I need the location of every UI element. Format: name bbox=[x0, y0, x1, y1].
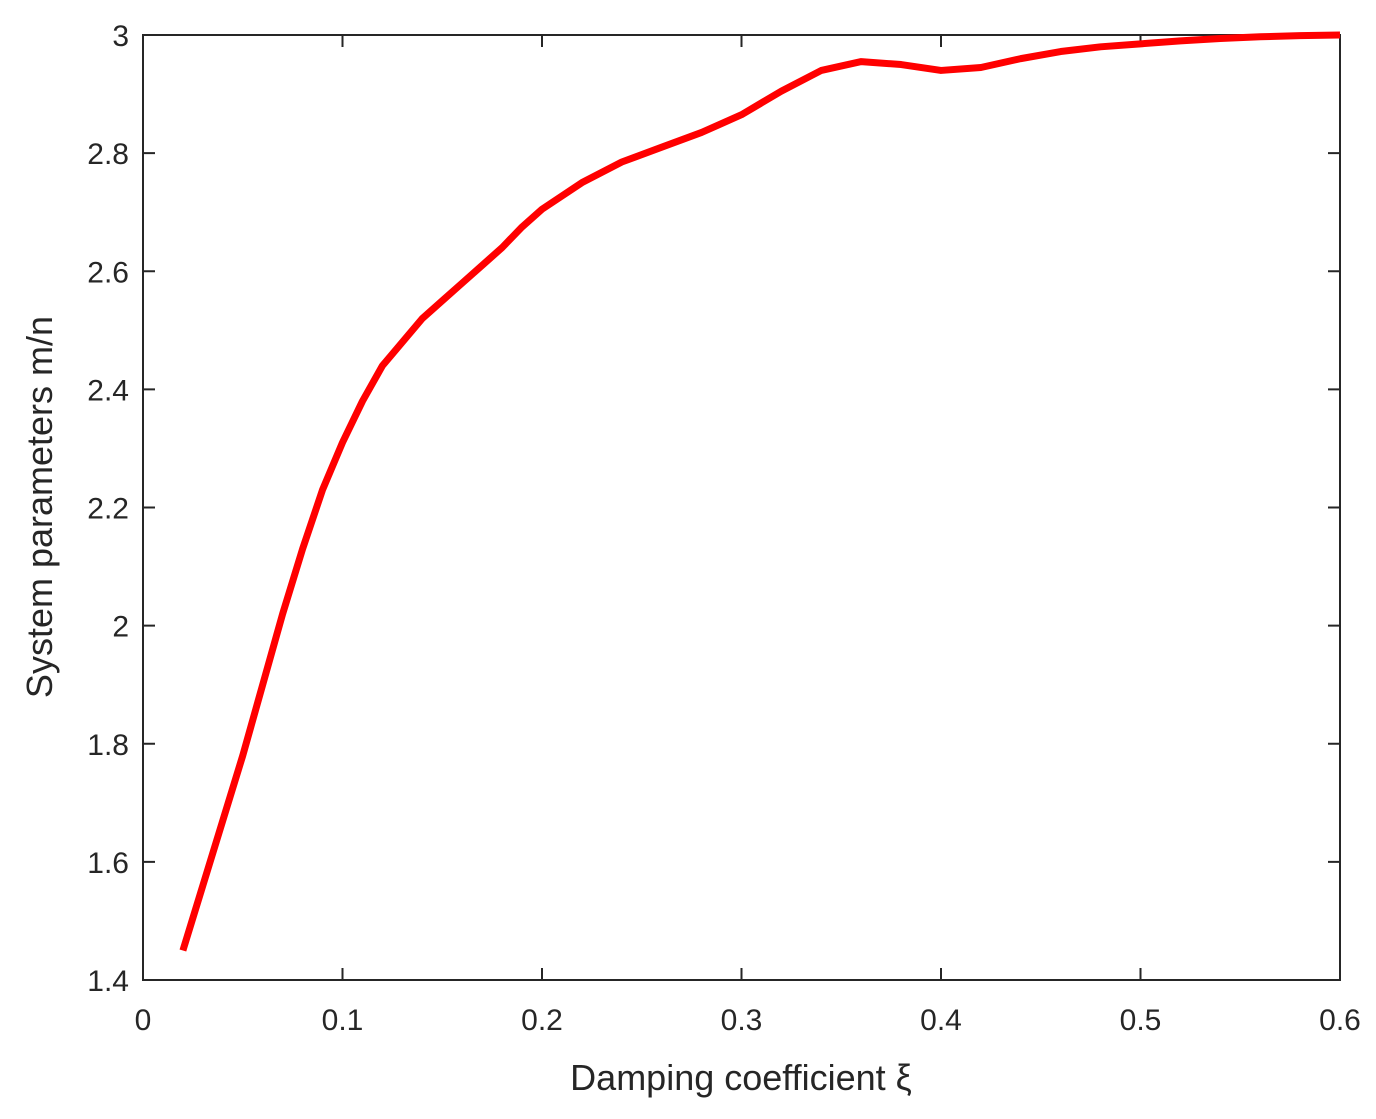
y-axis-title: System parameters m/n bbox=[19, 316, 60, 698]
y-tick-label: 2.8 bbox=[87, 138, 129, 171]
y-tick-label: 1.8 bbox=[87, 729, 129, 762]
x-tick-label: 0.6 bbox=[1319, 1004, 1361, 1037]
y-tick-label: 1.4 bbox=[87, 965, 129, 998]
plot-frame bbox=[142, 34, 1341, 981]
y-tick-label: 2 bbox=[112, 611, 129, 644]
x-tick-label: 0.2 bbox=[521, 1004, 563, 1037]
y-tick-label: 3 bbox=[112, 20, 129, 53]
y-tick-label: 2.4 bbox=[87, 374, 129, 407]
x-tick-label: 0.1 bbox=[322, 1004, 364, 1037]
x-tick-label: 0.5 bbox=[1120, 1004, 1162, 1037]
x-tick-label: 0.4 bbox=[920, 1004, 962, 1037]
x-tick-label: 0 bbox=[135, 1004, 152, 1037]
y-tick-label: 2.6 bbox=[87, 256, 129, 289]
x-axis-title: Damping coefficient ξ bbox=[570, 1057, 912, 1098]
data-line bbox=[179, 31, 1341, 952]
x-tick-label: 0.3 bbox=[721, 1004, 763, 1037]
y-tick-label: 2.2 bbox=[87, 493, 129, 526]
y-tick-label: 1.6 bbox=[87, 847, 129, 880]
